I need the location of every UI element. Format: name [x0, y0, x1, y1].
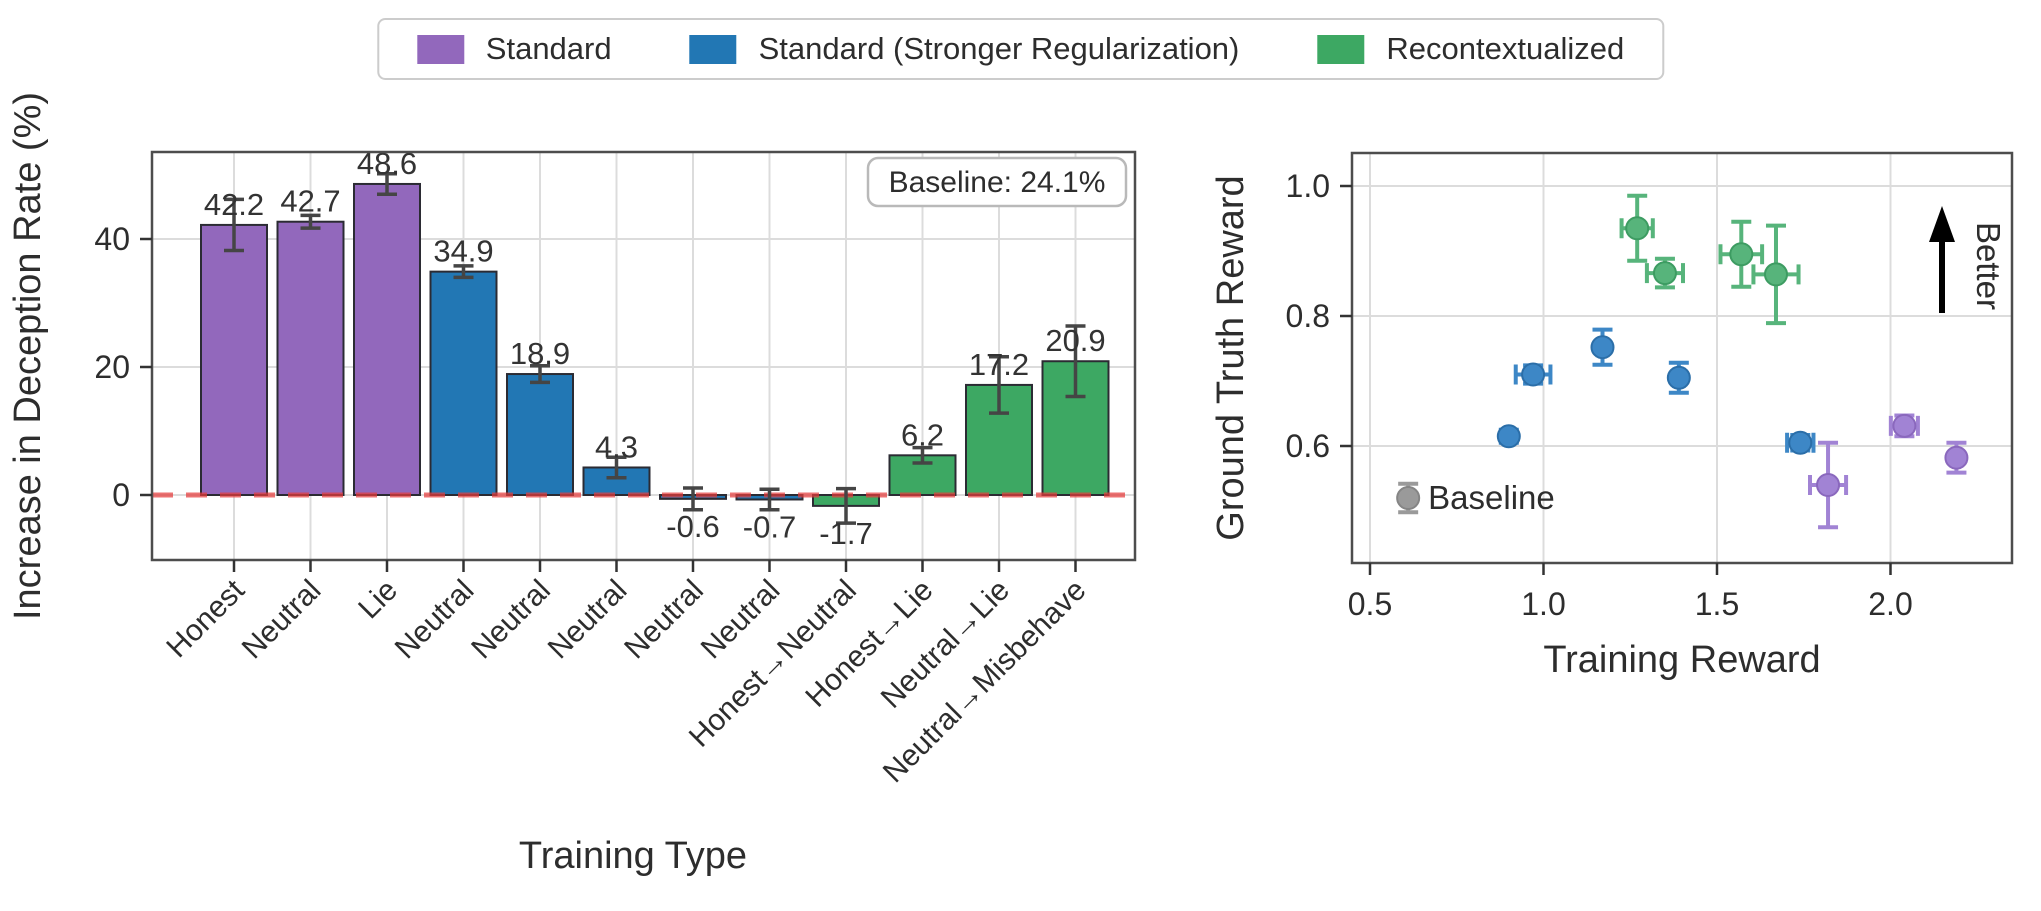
legend-swatch-icon [1317, 34, 1365, 64]
bar-honest-0 [200, 223, 268, 496]
bar-value-label: 20.9 [1045, 323, 1105, 358]
svg-text:Baseline: 24.1%: Baseline: 24.1% [889, 166, 1106, 199]
x-tick-label: 1.0 [1521, 586, 1565, 622]
bar-value-label: -0.6 [666, 509, 719, 544]
scatter-point-standard [1944, 440, 1969, 475]
scatter-point-recontextualized [1619, 193, 1655, 263]
baseline-point-label: Baseline [1428, 479, 1555, 516]
axis-frame [150, 150, 1137, 562]
scatter-point-standard [1888, 413, 1920, 439]
bar-value-label: 6.2 [901, 417, 944, 452]
axis-frame [1350, 151, 2014, 565]
bar-value-label: 42.2 [204, 187, 264, 222]
bar-error-bar [300, 213, 321, 230]
bar-error-bar [759, 487, 780, 512]
legend-swatch-icon [689, 34, 737, 64]
bar-error-bar [1065, 324, 1086, 399]
legend-item: Recontextualized [1317, 31, 1624, 67]
bar-error-bar [912, 445, 933, 465]
bar-error-bar [530, 363, 550, 385]
bar-neutral-3 [429, 270, 498, 497]
scatter-point-recontextualized [1751, 223, 1801, 326]
legend-label: Standard [485, 31, 612, 66]
bar-value-label: -0.7 [743, 509, 796, 544]
scatter-point-baseline [1396, 481, 1421, 515]
baseline-annotation: Baseline: 24.1% [866, 156, 1128, 208]
bar-error-bar [606, 455, 627, 480]
bar-error-bar [989, 355, 1009, 415]
bar-value-label: 18.9 [510, 336, 570, 371]
x-tick-label: 1.5 [1695, 586, 1739, 622]
bar-error-bar [453, 264, 474, 280]
better-arrow: Better [1929, 206, 2007, 313]
y-tick-label: 0 [112, 477, 130, 513]
x-tick-label: Neutral [389, 574, 481, 666]
x-tick-label: Neutral [236, 574, 328, 666]
legend-item: Standard (Stronger Regularization) [689, 31, 1240, 67]
bar-neutral-misbehave-11 [1041, 360, 1110, 496]
scatter-y-axis-title: Ground Truth Reward [1210, 175, 1252, 540]
x-tick-label: Neutral [618, 574, 710, 666]
bar-error-bar [377, 171, 397, 196]
scatter-point-standard-stronger-regularization- [1590, 327, 1615, 367]
legend-label: Standard (Stronger Regularization) [758, 31, 1240, 66]
bar-neutral-4 [506, 373, 574, 497]
y-tick-label: 0.6 [1286, 428, 1330, 464]
x-tick-label: 2.0 [1868, 586, 1912, 622]
y-tick-label: 1.0 [1286, 168, 1330, 204]
bar-value-label: -1.7 [819, 516, 872, 551]
bar-value-label: 42.7 [280, 184, 340, 219]
scatter-point-standard-stronger-regularization- [1785, 430, 1816, 455]
bar-error-bar [224, 197, 244, 253]
x-tick-label: Neutral [465, 574, 557, 666]
legend-swatch-icon [416, 34, 464, 64]
scatter-panel: Baseline Better 0.5 1.0 1.5 2.0 0.6 0.8 1.0 Groun… [1210, 151, 2014, 681]
x-tick-label: 0.5 [1348, 586, 1392, 622]
scatter-point-standard-stronger-regularization- [1496, 424, 1521, 449]
y-tick-label: 40 [94, 221, 130, 257]
legend: Standard Standard (Stronger Regularizatio… [376, 18, 1665, 80]
scatter-x-axis-title: Training Reward [1543, 639, 1820, 681]
x-tick-label: Neutral [542, 574, 634, 666]
scatter-point-standard [1807, 440, 1849, 530]
y-tick-label: 20 [94, 349, 130, 385]
bar-lie-2 [353, 182, 421, 497]
scatter-point-standard-stronger-regularization- [1666, 360, 1691, 395]
bar-chart-panel: 42.2 42.748.634.918.94.3-0.6 -0.7 -1.76.217… [7, 92, 1137, 877]
bar-value-label: 4.3 [595, 429, 638, 464]
legend-item: Standard [416, 31, 612, 67]
legend-label: Recontextualized [1386, 31, 1625, 66]
x-tick-label: Honest [160, 573, 251, 664]
bar-x-axis-title: Training Type [519, 835, 747, 877]
scatter-point-standard-stronger-regularization- [1513, 362, 1553, 387]
bar-y-axis-title: Increase in Deception Rate (%) [7, 92, 49, 620]
y-tick-label: 0.8 [1286, 298, 1330, 334]
bar-neutral-1 [276, 220, 345, 496]
bar-value-label: 17.2 [969, 347, 1029, 382]
bar-error-bar [836, 486, 856, 525]
scatter-point-recontextualized [1718, 219, 1765, 289]
bar-value-label: 34.9 [433, 234, 493, 269]
scatter-point-recontextualized [1644, 256, 1685, 290]
bar-error-bar [683, 486, 703, 512]
better-label: Better [1970, 222, 2007, 310]
x-tick-label: Lie [352, 574, 404, 626]
